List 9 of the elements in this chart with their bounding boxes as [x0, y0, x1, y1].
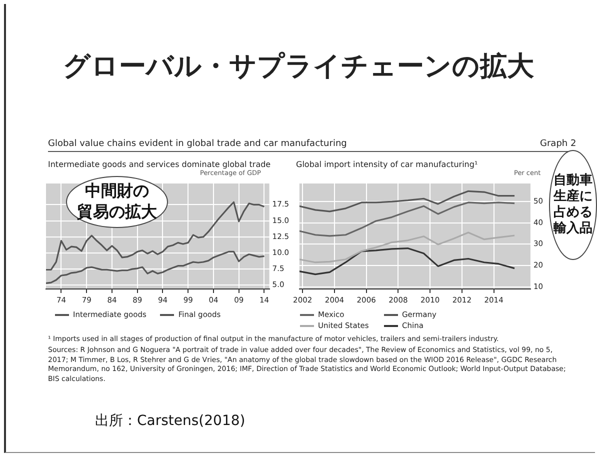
speech-bubble: 自動車生産に占める輸入品 — [549, 150, 597, 260]
annotation: 中間財の — [85, 181, 149, 202]
caption: Graph 2 — [540, 139, 576, 149]
chart-title: Global import intensity of car manufacturing¹ — [296, 160, 478, 169]
text: グローバル・サプライチェーンの拡大 — [62, 50, 535, 84]
text: 出所：Carstens(2018) — [95, 412, 246, 430]
text: Global value chains evident in global trade and car manufacturing — [48, 139, 347, 149]
annotation: 貿易の拡大 — [77, 202, 157, 223]
chart-title: Intermediate goods and services dominate global trade — [48, 160, 271, 169]
